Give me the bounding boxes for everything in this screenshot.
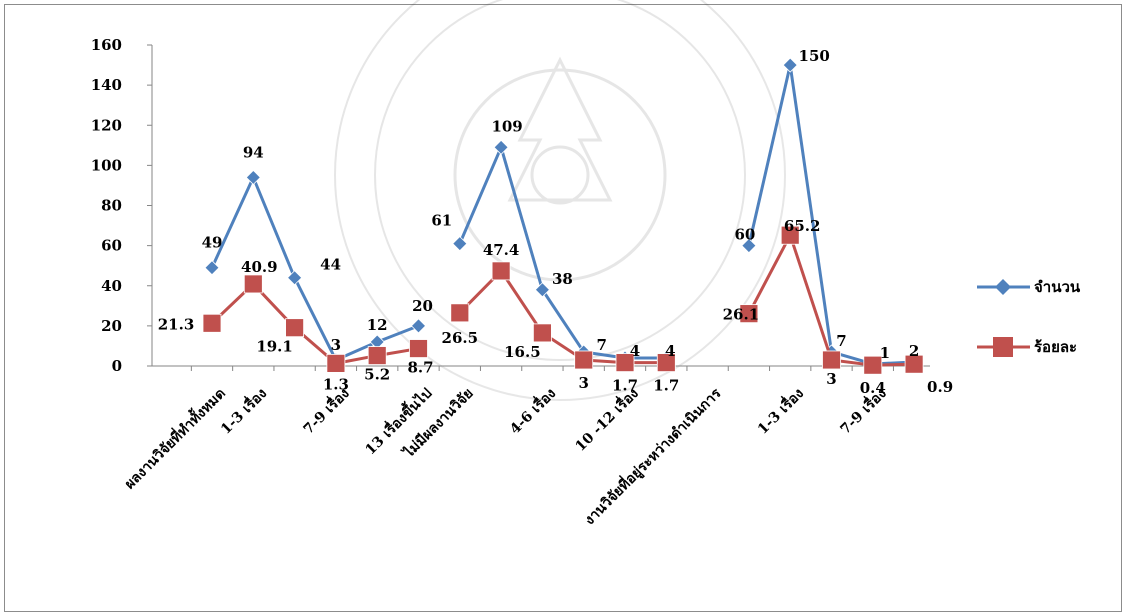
- x-category-label: 1-3 เรื่อง: [753, 383, 807, 437]
- data-point-square: [533, 323, 552, 343]
- data-point-square: [285, 318, 305, 338]
- data-label: 44: [320, 256, 341, 274]
- watermark-seal: [334, 0, 786, 401]
- data-point-square: [326, 353, 346, 373]
- data-point-square: [450, 303, 470, 323]
- series: [202, 57, 924, 375]
- data-point-diamond: [452, 236, 468, 252]
- x-category-label: ผลงานวิจัยที่ทำทั้งหมด: [119, 383, 229, 493]
- series-line-0-0: [210, 175, 420, 362]
- data-label: 49: [202, 234, 223, 252]
- data-label: 19.1: [256, 338, 293, 356]
- data-label: 61: [431, 212, 452, 230]
- data-point-diamond: [741, 238, 757, 254]
- data-point-square: [243, 274, 263, 294]
- data-label: 0.9: [927, 378, 953, 396]
- y-axis-ticks: 0 20 40 60 80 100 120 140 160: [91, 36, 152, 375]
- y-tick-label: 0: [112, 357, 122, 375]
- data-label: 20: [412, 297, 433, 315]
- data-label: 60: [734, 226, 755, 244]
- y-tick-label: 20: [101, 317, 122, 335]
- data-label: 7: [836, 332, 846, 350]
- legend-marker: [993, 337, 1013, 357]
- y-tick-label: 40: [101, 277, 122, 295]
- legend-label: ร้อยละ: [1034, 338, 1077, 356]
- data-label: 1.3: [323, 375, 349, 393]
- data-label: 109: [491, 117, 522, 135]
- y-tick-label: 60: [101, 237, 122, 255]
- data-point-diamond: [493, 139, 509, 155]
- data-point-diamond: [410, 318, 427, 334]
- data-label: 3: [331, 336, 341, 354]
- data-point-diamond: [534, 282, 550, 298]
- data-point-square: [367, 346, 387, 365]
- data-label: 21.3: [158, 315, 195, 333]
- data-label: 4: [665, 342, 675, 360]
- data-point-square: [656, 353, 676, 372]
- y-tick-label: 120: [91, 116, 122, 134]
- x-category-label: ไม่มีผลงานวิจัย: [398, 384, 476, 462]
- axes: [151, 45, 930, 371]
- data-label: 7: [596, 336, 606, 354]
- data-point-square: [574, 350, 594, 370]
- data-label: 8.7: [407, 359, 433, 377]
- data-point-square: [822, 350, 841, 370]
- data-label: 0.4: [860, 379, 886, 397]
- data-label: 2: [909, 342, 919, 360]
- data-label: 150: [799, 47, 830, 65]
- data-label: 3: [578, 374, 588, 392]
- y-tick-label: 100: [91, 156, 122, 174]
- data-label: 47.4: [483, 241, 520, 259]
- data-point-square: [780, 225, 800, 245]
- data-point-diamond: [204, 260, 220, 276]
- data-label: 1: [880, 344, 890, 362]
- data-label: 12: [367, 316, 388, 334]
- data-point-diamond: [287, 270, 303, 286]
- data-label: 26.5: [442, 329, 479, 347]
- data-label: 16.5: [504, 343, 541, 361]
- data-label: 1.7: [653, 377, 679, 395]
- data-label: 26.1: [723, 306, 760, 324]
- data-point-square: [615, 353, 635, 372]
- data-label: 4: [630, 342, 640, 360]
- data-point-square: [409, 339, 428, 358]
- x-category-label: งานวิจัยที่อยู่ระหว่างดำเนินการ: [580, 383, 725, 528]
- data-point-diamond: [245, 169, 261, 185]
- y-tick-label: 160: [91, 36, 122, 54]
- chart-area: [4, 4, 1122, 612]
- y-tick-label: 80: [101, 197, 122, 215]
- data-label: 3: [826, 370, 836, 388]
- data-label: 1.7: [612, 377, 638, 395]
- data-point-diamond: [782, 57, 798, 73]
- data-point-square: [904, 354, 924, 374]
- data-label: 5.2: [364, 366, 390, 384]
- x-category-label: 4-6 เรื่อง: [505, 383, 559, 437]
- series-line-0-2: [747, 63, 915, 366]
- data-label: 65.2: [784, 217, 821, 235]
- data-point-square: [491, 261, 511, 281]
- data-label: 40.9: [241, 258, 278, 276]
- data-label: 38: [552, 270, 573, 288]
- legend-label: จำนวน: [1034, 278, 1081, 296]
- data-point-square: [202, 313, 222, 333]
- y-tick-label: 140: [91, 76, 122, 94]
- data-label: 94: [243, 143, 264, 161]
- x-category-label: 1-3 เรื่อง: [216, 383, 270, 437]
- legend-marker: [995, 279, 1011, 295]
- data-point-square: [863, 355, 883, 375]
- data-point-square: [739, 304, 759, 324]
